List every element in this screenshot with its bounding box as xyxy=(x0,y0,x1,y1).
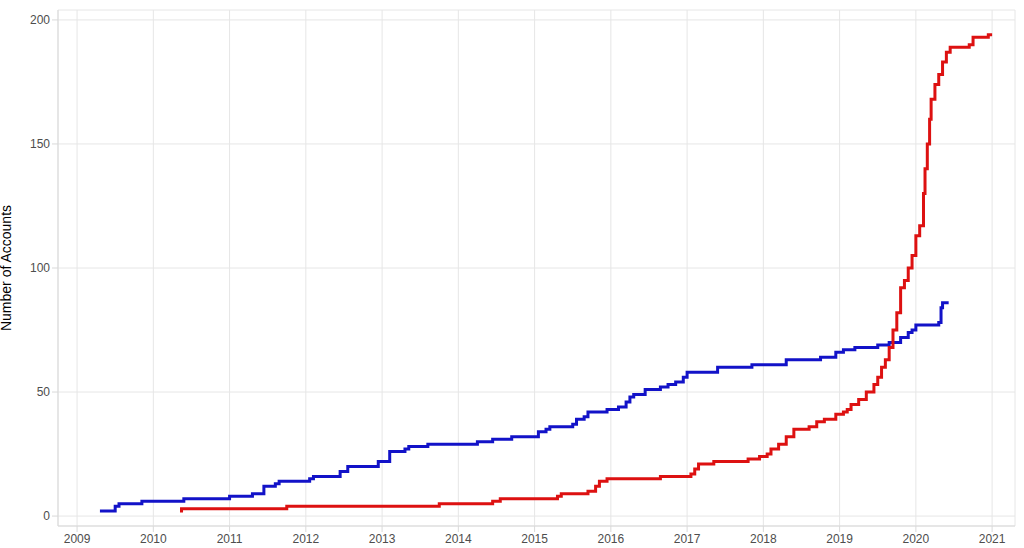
svg-text:2009: 2009 xyxy=(64,532,91,546)
svg-text:2018: 2018 xyxy=(750,532,777,546)
svg-text:150: 150 xyxy=(30,137,50,151)
svg-text:200: 200 xyxy=(30,13,50,27)
svg-text:2015: 2015 xyxy=(521,532,548,546)
svg-text:100: 100 xyxy=(30,261,50,275)
svg-text:2014: 2014 xyxy=(445,532,472,546)
svg-text:Number of Accounts: Number of Accounts xyxy=(8,205,14,331)
svg-text:2020: 2020 xyxy=(903,532,930,546)
svg-text:50: 50 xyxy=(37,385,51,399)
svg-text:2010: 2010 xyxy=(140,532,167,546)
svg-text:2012: 2012 xyxy=(292,532,319,546)
svg-text:0: 0 xyxy=(43,509,50,523)
svg-text:2013: 2013 xyxy=(369,532,396,546)
svg-text:2011: 2011 xyxy=(217,532,243,546)
svg-text:2019: 2019 xyxy=(826,532,853,546)
svg-text:2017: 2017 xyxy=(674,532,701,546)
svg-text:2016: 2016 xyxy=(597,532,624,546)
svg-text:2021: 2021 xyxy=(979,532,1006,546)
